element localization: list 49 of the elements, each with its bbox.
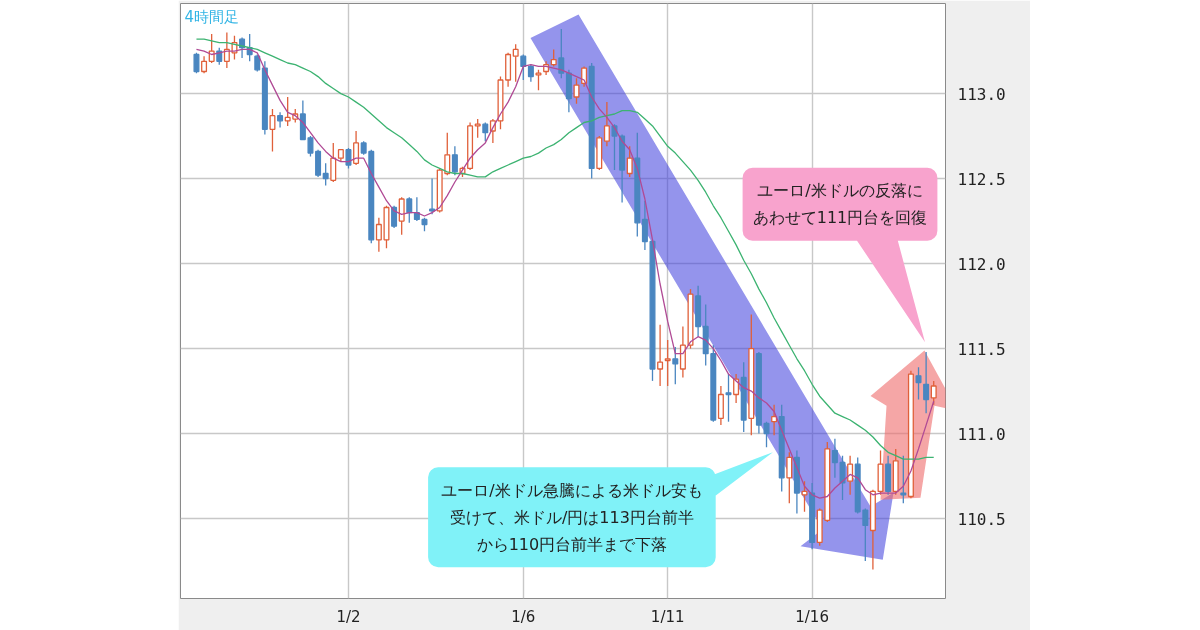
candlestick <box>930 380 937 406</box>
candlestick <box>672 346 679 385</box>
candlestick <box>535 69 542 91</box>
candlestick <box>520 53 527 81</box>
candlestick <box>322 162 329 187</box>
candlestick <box>451 145 458 176</box>
candlestick <box>315 149 322 178</box>
y-tick-label: 112.0 <box>957 254 1006 274</box>
chart-title: 4時間足 <box>184 7 240 26</box>
candlestick <box>474 118 481 139</box>
candlestick <box>573 77 580 105</box>
candlestick <box>626 145 633 178</box>
annotation: ユーロ/米ドル急騰による米ドル安も受けて、米ドル/円は113円台前半から110円台前半まで下落 <box>441 481 703 554</box>
candlestick <box>193 52 200 74</box>
y-tick-label: 113.0 <box>957 84 1006 104</box>
candlestick <box>915 366 922 401</box>
x-tick-label: 1/16 <box>795 607 829 626</box>
candlestick <box>353 130 360 166</box>
x-tick-label: 1/6 <box>511 607 536 626</box>
candlestick <box>558 28 565 79</box>
candlestick <box>512 43 519 83</box>
candlestick <box>717 385 724 426</box>
y-tick-label: 112.5 <box>957 169 1006 189</box>
annotation: ユーロ/米ドルの反落にあわせて111円台を回復 <box>752 181 928 228</box>
candlestick <box>657 324 664 387</box>
candlestick <box>208 33 215 64</box>
candlestick <box>900 455 907 504</box>
candlestick <box>406 196 413 224</box>
candlestick <box>831 438 838 479</box>
candlestick <box>277 111 284 129</box>
candlestick <box>482 121 489 142</box>
x-tick-label: 1/2 <box>336 607 361 626</box>
y-tick-label: 111.5 <box>957 339 1006 359</box>
x-tick-label: 1/11 <box>650 607 685 626</box>
y-tick-label: 111.0 <box>957 424 1006 444</box>
candlestick <box>839 455 846 501</box>
candlestick <box>611 123 618 171</box>
candlestick <box>269 108 276 153</box>
candlestick <box>725 373 732 423</box>
candlestick <box>398 196 405 236</box>
y-tick-label: 110.5 <box>957 509 1006 529</box>
candlestick <box>603 101 610 147</box>
candlestick <box>923 351 930 414</box>
candlestick <box>847 455 854 496</box>
candlestick <box>345 147 352 170</box>
candlestick <box>664 339 671 387</box>
candlestick <box>330 142 337 183</box>
candlestick <box>786 451 793 504</box>
candlestick <box>679 325 686 379</box>
